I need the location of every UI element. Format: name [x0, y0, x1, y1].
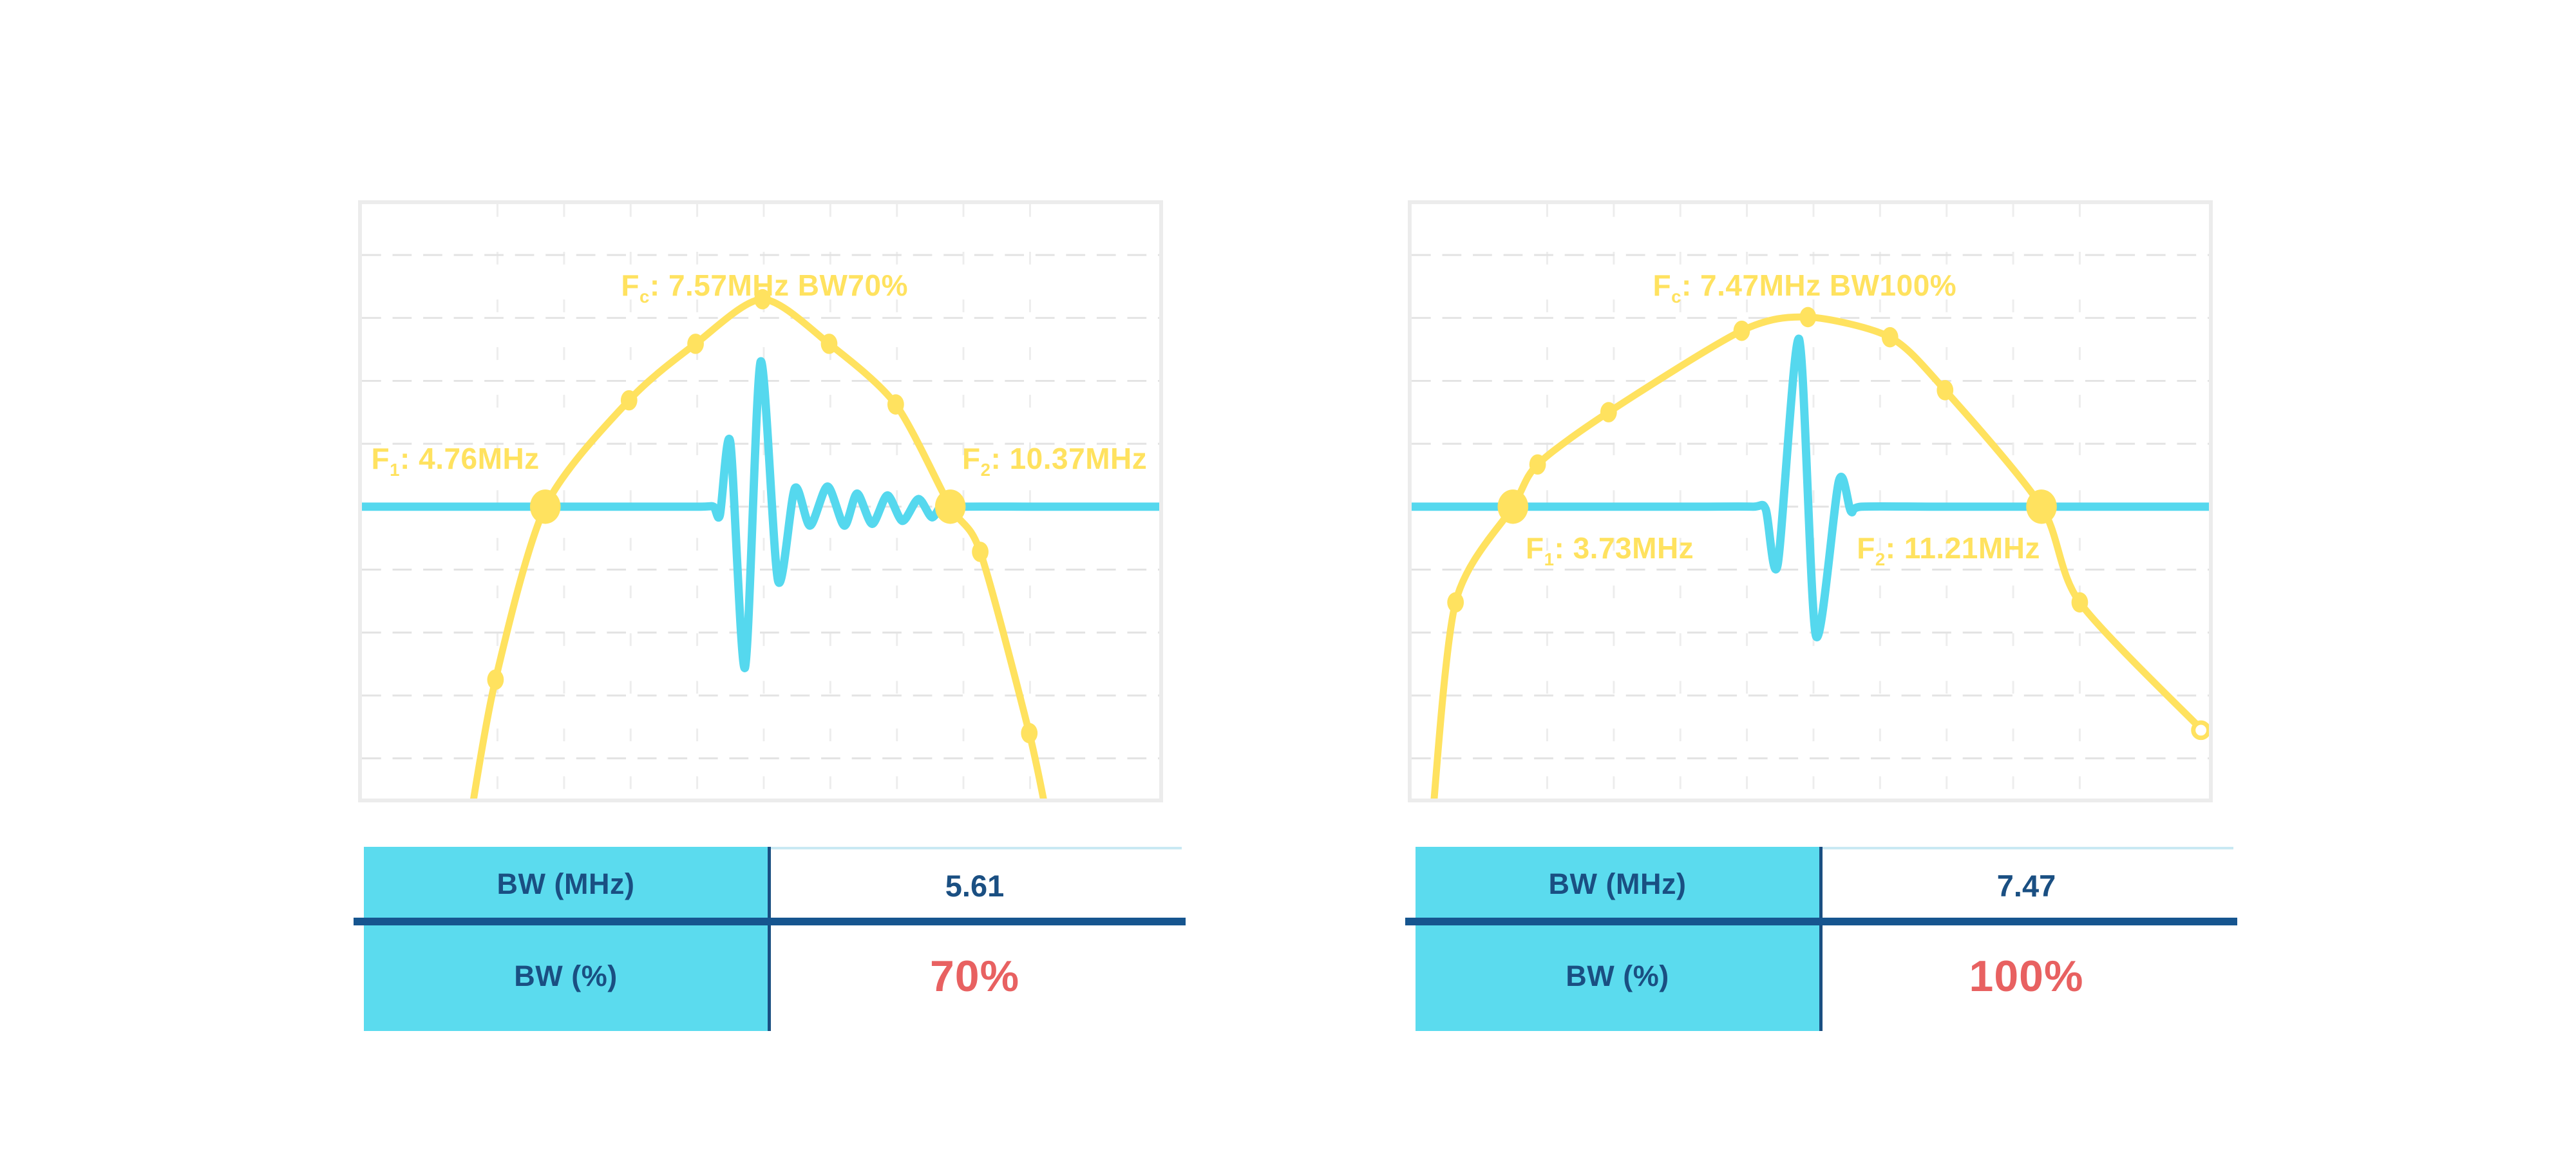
table-column-divider — [1819, 847, 1823, 1031]
table-row: BW (MHz) 7.47 — [1416, 847, 2233, 922]
plot-canvas — [362, 204, 1159, 799]
f1-annotation: F1: 4.76MHz — [371, 441, 540, 480]
chart-panel-broadband: Fc: 7.47MHz BW100% F1: 3.73MHz F2: 11.21… — [1405, 200, 2237, 1037]
table-value-bw-mhz: 7.47 — [1819, 847, 2233, 922]
fc-annotation: Fc: 7.47MHz BW100% — [1653, 269, 1957, 307]
table-header-bw-pct: BW (%) — [1416, 922, 1819, 1031]
f2-annotation: F2: 10.37MHz — [962, 441, 1148, 480]
spectrum-plot: Fc: 7.57MHz BW70% F1: 4.76MHz F2: 10.37M… — [358, 200, 1163, 802]
table-value-bw-mhz: 5.61 — [768, 847, 1182, 922]
table-value-bw-pct: 100% — [1819, 922, 2233, 1031]
table-row: BW (%) 70% — [364, 922, 1182, 1031]
table-header-bw-pct: BW (%) — [364, 922, 768, 1031]
table-header-bw-mhz: BW (MHz) — [1416, 847, 1819, 922]
spectrum-plot: Fc: 7.47MHz BW100% F1: 3.73MHz F2: 11.21… — [1408, 200, 2213, 802]
f1-annotation: F1: 3.73MHz — [1526, 531, 1694, 570]
table-row-divider — [1405, 918, 2237, 925]
table-column-divider — [768, 847, 771, 1031]
table-row: BW (MHz) 5.61 — [364, 847, 1182, 922]
table-row: BW (%) 100% — [1416, 922, 2233, 1031]
f2-annotation: F2: 11.21MHz — [1857, 531, 2040, 570]
plot-canvas — [1412, 204, 2209, 799]
bandwidth-table: BW (MHz) 7.47 BW (%) 100% — [1405, 847, 2237, 1031]
table-row-divider — [354, 918, 1186, 925]
chart-panel-narrowband: Fc: 7.57MHz BW70% F1: 4.76MHz F2: 10.37M… — [354, 200, 1186, 1037]
table-header-bw-mhz: BW (MHz) — [364, 847, 768, 922]
fc-annotation: Fc: 7.57MHz BW70% — [621, 269, 908, 307]
table-value-bw-pct: 70% — [768, 922, 1182, 1031]
bandwidth-table: BW (MHz) 5.61 BW (%) 70% — [354, 847, 1186, 1031]
